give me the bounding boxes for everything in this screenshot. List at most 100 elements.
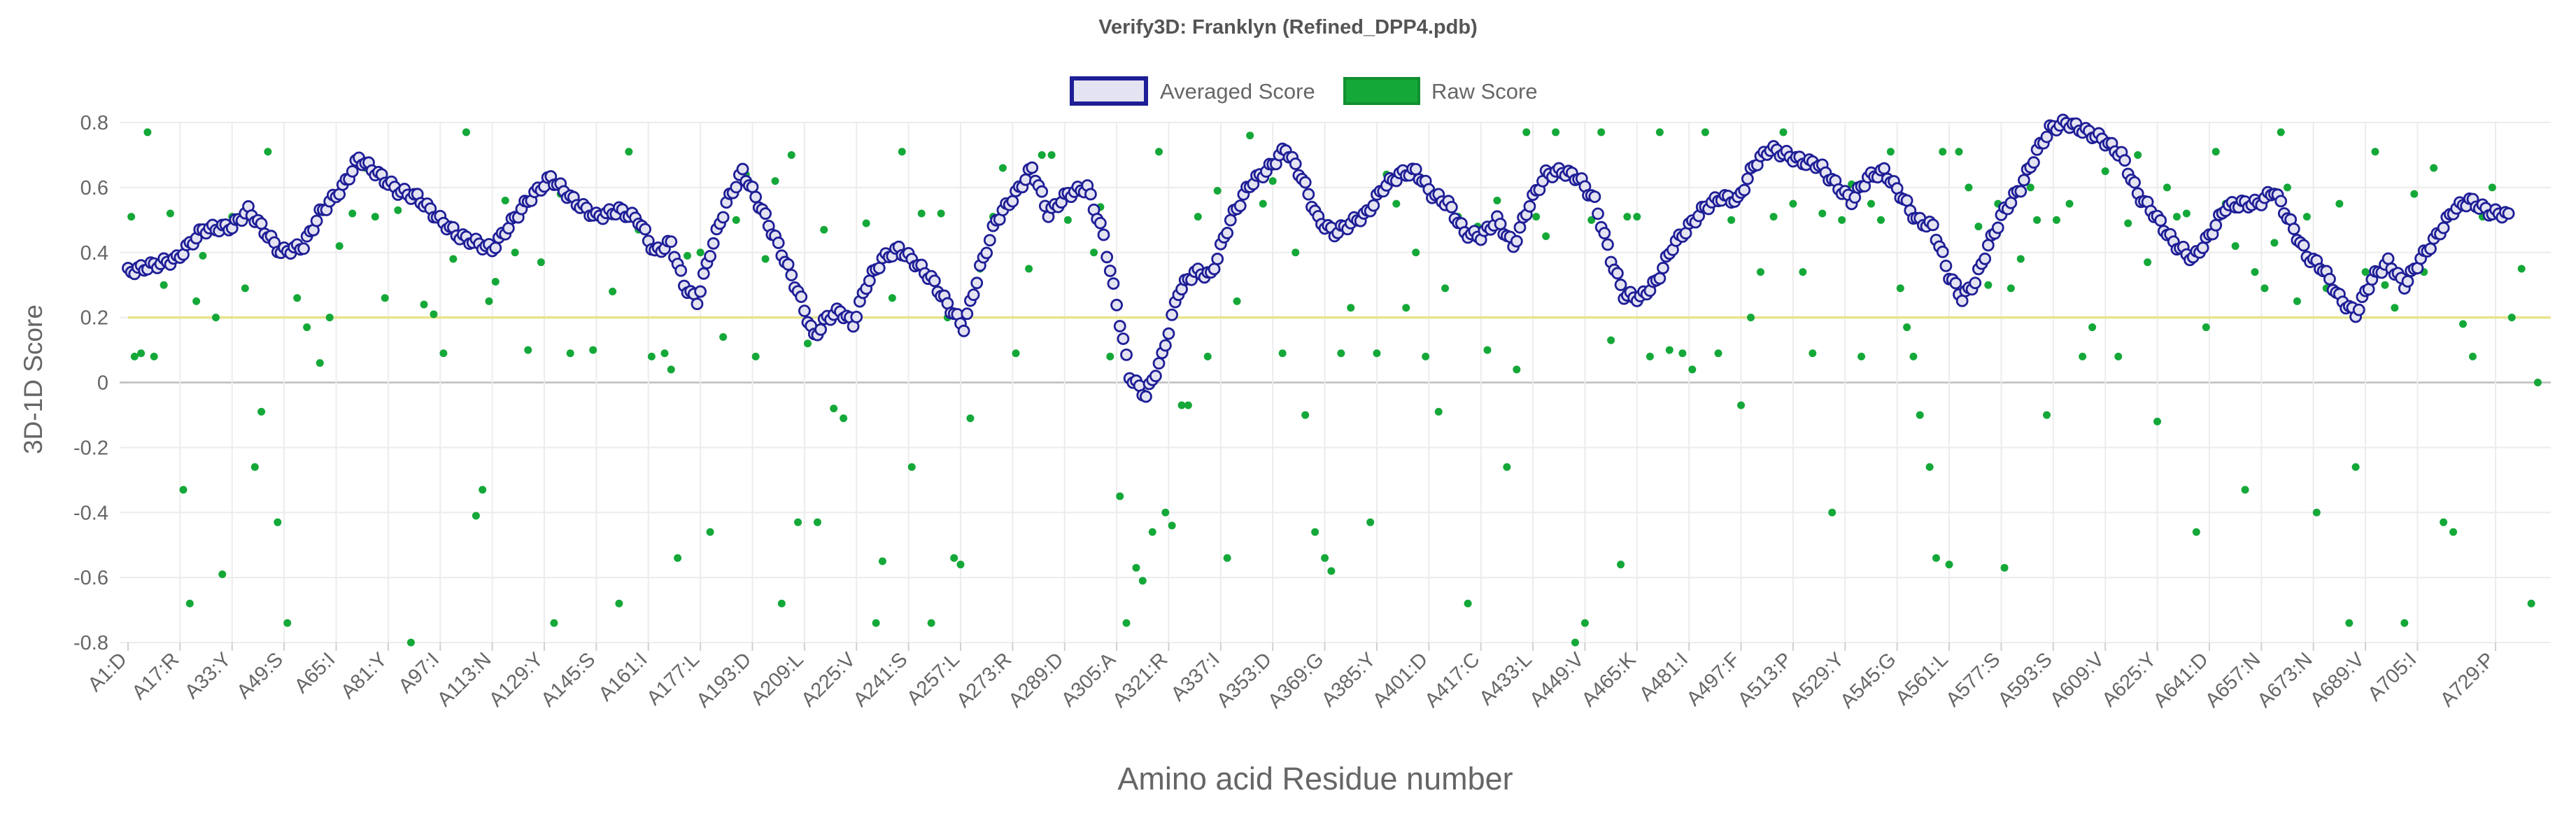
raw-score-point [1789,199,1797,208]
raw-score-point [1646,352,1654,360]
raw-score-point [1896,284,1904,293]
raw-score-point [719,332,728,341]
raw-score-point [1155,148,1163,156]
raw-score-point [966,414,975,423]
raw-score-point [1047,150,1056,159]
averaged-score-point [1103,265,1117,277]
raw-score-point [1857,352,1866,360]
raw-score-point [264,148,272,156]
averaged-score-point [1233,199,1247,212]
raw-score-point [1038,150,1046,159]
raw-score-point [998,164,1007,172]
raw-score-point [1106,352,1114,360]
raw-score-point [761,255,770,263]
raw-score-point [1597,128,1606,136]
averaged-score-point [1991,221,2004,234]
averaged-score-point [1140,390,1152,403]
raw-score-point [674,554,682,562]
averaged-score-point [2323,272,2336,286]
averaged-score-point [639,223,651,236]
raw-score-point [283,619,292,627]
raw-score-point [293,294,302,302]
raw-score-point [1909,352,1918,360]
raw-score-point [2361,268,2370,276]
raw-score-point [794,518,802,526]
averaged-score-point [297,242,310,255]
averaged-score-point [2196,241,2209,254]
raw-score-point [589,346,597,354]
raw-score-point [2192,528,2200,536]
x-tick-label: A273:R [952,648,1016,712]
averaged-score-point [255,217,268,230]
raw-score-point [316,359,324,367]
raw-score-point [485,297,493,305]
raw-score-point [303,323,311,332]
x-tick-label: A545:G [1836,648,1900,713]
raw-score-point [1714,349,1722,358]
averaged-score-point [665,235,678,248]
raw-score-point [1483,346,1492,354]
raw-score-point [325,314,334,322]
raw-score-point [1876,216,1885,224]
y-tick-label: -0.4 [73,502,108,524]
raw-score-point [1756,268,1764,276]
averaged-score-point [1149,370,1162,383]
raw-score-point [2533,379,2542,386]
averaged-score-point [1084,188,1097,201]
raw-score-point [1464,599,1472,608]
averaged-score-point [1101,251,1114,264]
raw-score-point [462,128,470,136]
averaged-score-point [2209,218,2223,232]
averaged-score-point [746,181,759,193]
raw-score-point [2231,241,2239,250]
raw-score-point [2293,297,2301,305]
y-tick-label: 0.2 [80,307,108,330]
averaged-score-point [2004,196,2018,209]
averaged-score-point [1588,190,1601,203]
raw-score-point [917,209,926,218]
raw-score-point [2043,411,2051,419]
raw-score-point [1580,619,1589,627]
averaged-score-point [2401,275,2414,288]
raw-score-point [1769,213,1778,221]
averaged-score-point [759,207,772,220]
raw-score-point [2449,528,2458,536]
raw-score-point [1617,561,1625,569]
raw-score-point [1838,216,1846,224]
averaged-score-point [1955,294,1969,307]
averaged-score-point [2027,156,2040,169]
raw-score-point [1925,463,1934,471]
y-axis: 0.8 0.6 0.4 0.2 0 -0.2 -0.4 -0.6 -0.8 [73,112,108,654]
raw-score-point [771,177,779,185]
legend-label-averaged: Averaged Score [1160,79,1315,104]
raw-score-point [1063,216,1072,224]
raw-score-point [1148,528,1156,536]
legend: Averaged Score Raw Score [1070,76,1538,106]
raw-score-point [1665,346,1673,354]
raw-score-point [1828,508,1837,517]
averaged-score-point [2274,195,2288,208]
raw-score-point [2144,258,2152,267]
raw-score-point [1184,401,1192,409]
averaged-score-point [1298,176,1312,189]
raw-score-point [1623,213,1632,221]
raw-score-point [479,486,487,494]
x-tick-label: A729:P [2436,648,2499,711]
raw-score-point [257,407,266,416]
raw-score-point [160,281,168,289]
x-tick-label: A65:I [290,648,340,698]
raw-score-point [1779,128,1788,136]
raw-score-point [706,528,714,536]
raw-score-point [950,554,958,562]
averaged-score-point [2154,214,2167,227]
averaged-score-point [1494,218,1507,230]
raw-score-point [862,219,870,227]
x-tick-label: A257:L [903,648,964,710]
raw-score-point [241,284,249,293]
raw-score-point [751,352,760,360]
raw-score-point [1607,336,1615,344]
legend-item-averaged[interactable]: Averaged Score [1070,76,1315,106]
y-tick-label: 0.8 [80,112,108,134]
legend-item-raw[interactable]: Raw Score [1343,77,1538,105]
raw-score-point [335,241,344,250]
